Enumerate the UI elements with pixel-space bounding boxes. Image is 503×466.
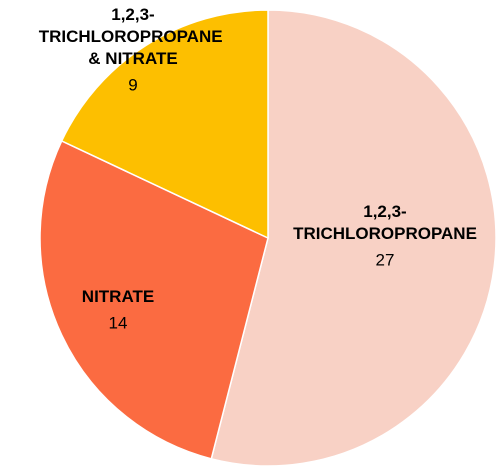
- slice-label: 1,2,3-TRICHLOROPROPANE & NITRATE: [39, 5, 228, 68]
- pie-slice: [210, 9, 497, 466]
- slice-value: 14: [109, 313, 128, 332]
- slice-label: NITRATE: [82, 287, 154, 306]
- slice-value: 9: [128, 75, 137, 94]
- pie-slice: [60, 9, 269, 240]
- pie-slice: [39, 139, 269, 460]
- slice-label: 1,2,3-TRICHLOROPROPANE: [293, 202, 477, 243]
- slice-value: 27: [376, 250, 395, 269]
